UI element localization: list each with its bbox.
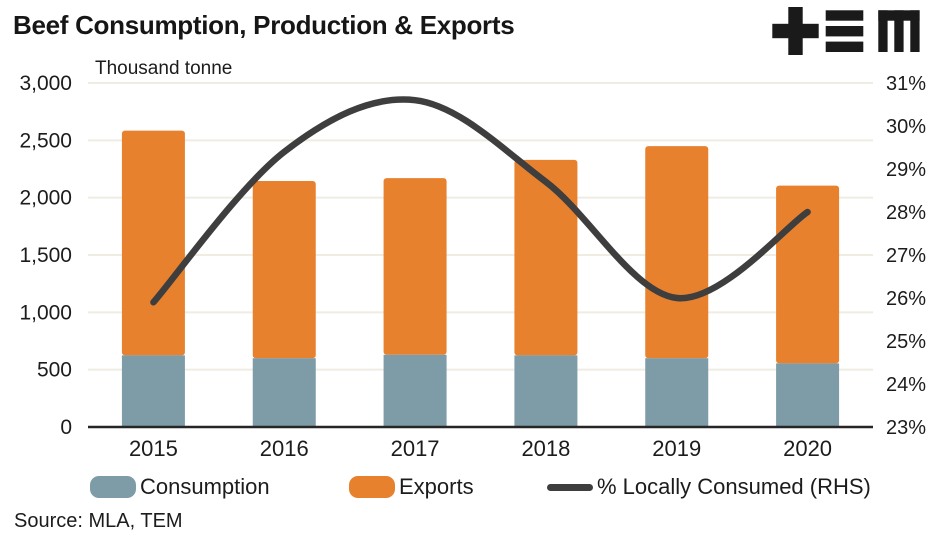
bar-consumption-2017 [383,354,447,428]
x-axis-category-label: 2020 [783,436,832,461]
consumption-swatch [90,476,136,498]
bar-exports-2017 [383,178,447,355]
bar-exports-2019 [645,146,709,359]
right-axis-tick-label: 26% [886,288,926,310]
left-axis-tick-label: 2,500 [19,129,72,152]
bar-exports-2020 [776,185,840,364]
x-axis-category-label: 2017 [391,436,440,461]
plus-icon [772,7,819,55]
left-axis-units-label: Thousand tonne [95,58,233,79]
chart-legend: Consumption Exports % Locally Consumed (… [0,468,943,506]
right-axis-tick-label: 27% [886,245,926,267]
legend-item-pct-locally-consumed: % Locally Consumed (RHS) [547,468,871,506]
legend-item-consumption: Consumption [90,468,270,506]
x-axis-category-label: 2019 [652,436,701,461]
tem-logo [772,7,920,55]
left-axis-tick-label: 1,500 [19,244,72,267]
exports-swatch [349,476,395,498]
right-axis-tick-label: 24% [886,374,926,396]
bar-consumption-2015 [121,355,185,428]
three-bars-icon [825,10,864,52]
x-axis-category-label: 2015 [129,436,178,461]
chart-plot: 3,000 2,500 2,000 1,500 1,000 500 0 31% 30% 29% 28… [19,72,926,461]
pct-line-swatch [547,483,593,491]
right-axis-tick-label: 30% [886,116,926,138]
pct-locally-consumed-line [150,96,811,306]
bar-exports-2018 [514,159,578,356]
right-axis-tick-label: 31% [886,73,926,95]
legend-label-consumption: Consumption [140,474,270,499]
right-axis-tick-label: 29% [886,159,926,181]
left-axis-tick-label: 2,000 [19,187,72,210]
bar-exports-2016 [252,181,316,359]
source-note: Source: MLA, TEM [14,510,183,532]
bar-exports-2015 [121,130,185,356]
left-axis-tick-label: 1,000 [19,301,72,324]
bar-consumption-2016 [252,358,316,428]
left-axis-tick-label: 0 [60,416,72,439]
x-axis-category-label: 2016 [260,436,309,461]
legend-item-exports: Exports [349,468,474,506]
bar-consumption-2019 [645,358,709,428]
legend-label-exports: Exports [399,474,474,499]
left-axis-tick-label: 500 [37,359,72,382]
m-glyph-icon [878,10,920,53]
legend-label-pct-locally-consumed: % Locally Consumed (RHS) [597,474,871,499]
left-axis-tick-label: 3,000 [19,72,72,95]
right-axis-tick-label: 28% [886,202,926,224]
bar-consumption-2018 [514,355,578,428]
bar-consumption-2020 [776,363,840,428]
right-axis-tick-label: 25% [886,331,926,353]
chart-title: Beef Consumption, Production & Exports [13,10,515,40]
right-axis-tick-label: 23% [886,417,926,439]
x-axis-category-label: 2018 [521,436,570,461]
